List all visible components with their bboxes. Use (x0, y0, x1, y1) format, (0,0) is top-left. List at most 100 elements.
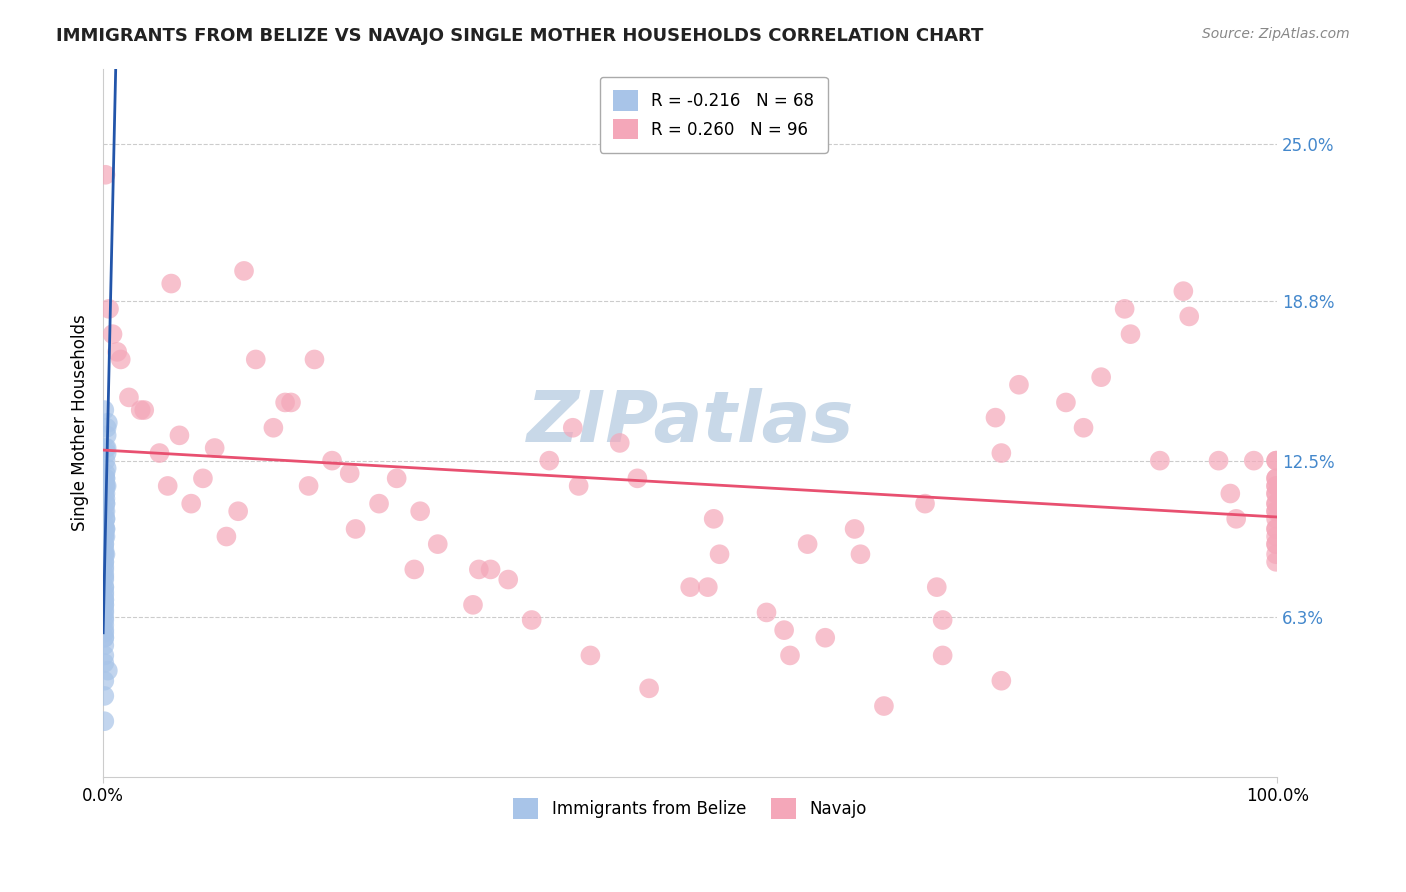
Point (538, 453, 561, 467)
Point (1090, 370, 1112, 384)
Point (579, 648, 602, 663)
Point (93, 522, 115, 536)
Point (204, 441, 226, 455)
Point (1265, 497, 1288, 511)
Point (1265, 529, 1288, 543)
Point (94, 504, 117, 518)
Point (93, 631, 115, 645)
Point (93, 486, 115, 500)
Point (129, 403, 152, 417)
Point (94, 512, 117, 526)
Point (561, 421, 583, 435)
Point (93, 403, 115, 417)
Point (1265, 453, 1288, 467)
Point (1054, 395, 1077, 409)
Point (796, 537, 818, 551)
Point (1073, 421, 1095, 435)
Point (844, 522, 866, 536)
Point (94, 471, 117, 485)
Point (97, 664, 120, 678)
Point (1219, 486, 1241, 500)
Point (97, 416, 120, 430)
Point (96, 441, 118, 455)
Point (96, 428, 118, 442)
Point (1265, 547, 1288, 561)
Point (93, 656, 115, 670)
Point (94, 497, 117, 511)
Point (1265, 537, 1288, 551)
Point (93, 504, 115, 518)
Point (1265, 486, 1288, 500)
Point (814, 631, 837, 645)
Point (134, 403, 156, 417)
Point (297, 479, 319, 493)
Point (262, 421, 284, 435)
Point (385, 471, 408, 485)
Point (93, 618, 115, 632)
Point (931, 648, 953, 663)
Y-axis label: Single Mother Households: Single Mother Households (72, 314, 89, 531)
Point (1265, 504, 1288, 518)
Point (96, 479, 118, 493)
Point (96, 461, 118, 475)
Point (94, 471, 117, 485)
Point (779, 648, 801, 663)
Legend: Immigrants from Belize, Navajo: Immigrants from Belize, Navajo (506, 791, 873, 825)
Point (755, 606, 778, 620)
Point (160, 277, 183, 291)
Point (226, 504, 249, 518)
Point (626, 471, 648, 485)
Point (426, 537, 449, 551)
Point (94, 547, 117, 561)
Point (93, 547, 115, 561)
Point (93, 555, 115, 569)
Point (404, 562, 426, 576)
Point (93, 623, 115, 637)
Point (93, 585, 115, 599)
Point (461, 598, 484, 612)
Point (93, 606, 115, 620)
Point (169, 428, 191, 442)
Point (274, 395, 297, 409)
Point (873, 699, 896, 714)
Point (93, 648, 115, 663)
Point (1265, 512, 1288, 526)
Point (1265, 522, 1288, 536)
Point (93, 570, 115, 584)
Point (1265, 555, 1288, 569)
Point (1265, 537, 1288, 551)
Point (94, 479, 117, 493)
Point (773, 623, 796, 637)
Point (1265, 522, 1288, 536)
Point (93, 560, 115, 574)
Point (94, 522, 117, 536)
Point (191, 471, 214, 485)
Text: Source: ZipAtlas.com: Source: ZipAtlas.com (1202, 27, 1350, 41)
Point (1008, 377, 1031, 392)
Point (93, 598, 115, 612)
Point (96, 446, 118, 460)
Point (409, 504, 432, 518)
Point (245, 352, 267, 367)
Point (321, 453, 343, 467)
Point (148, 446, 170, 460)
Point (304, 352, 326, 367)
Point (180, 497, 202, 511)
Point (233, 264, 256, 278)
Point (568, 479, 591, 493)
Point (1173, 284, 1195, 298)
Point (1265, 471, 1288, 485)
Point (1265, 479, 1288, 493)
Point (156, 479, 179, 493)
Point (1114, 301, 1136, 316)
Point (93, 542, 115, 557)
Point (990, 446, 1012, 460)
Point (93, 592, 115, 607)
Point (96, 421, 118, 435)
Point (94, 491, 117, 506)
Point (914, 497, 936, 511)
Point (110, 352, 132, 367)
Text: ZIPatlas: ZIPatlas (526, 388, 853, 458)
Point (1265, 497, 1288, 511)
Point (94, 512, 117, 526)
